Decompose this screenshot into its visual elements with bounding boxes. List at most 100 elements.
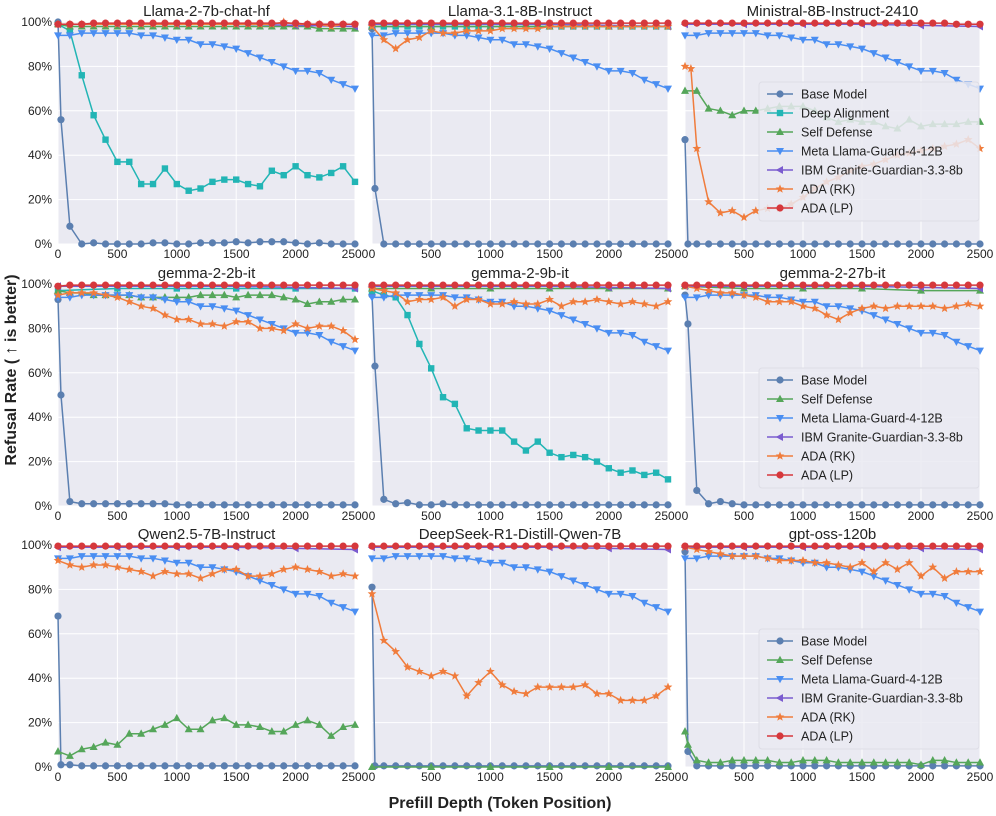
data-point (438, 28, 448, 37)
data-point (462, 26, 472, 35)
data-point (244, 50, 253, 58)
data-point (628, 501, 637, 509)
data-point (303, 67, 312, 76)
series-meta-llama-guard-4-12b (368, 553, 672, 616)
data-point (279, 293, 288, 301)
series-ada-rk (53, 555, 360, 583)
data-point (148, 571, 158, 580)
data-point (775, 19, 784, 27)
data-point (160, 34, 169, 42)
data-point (314, 567, 324, 576)
data-point (291, 295, 300, 303)
data-point (728, 542, 736, 550)
data-point (185, 501, 193, 509)
data-point (291, 67, 300, 76)
series-line-deep-alignment (57, 287, 355, 292)
data-point (66, 222, 74, 230)
data-point (692, 555, 701, 563)
data-point (823, 281, 831, 289)
data-point (427, 762, 436, 770)
data-point (822, 756, 831, 764)
data-point (391, 553, 400, 561)
data-point (327, 281, 335, 289)
data-point (101, 762, 110, 770)
data-point (546, 19, 554, 27)
data-point (451, 501, 459, 509)
data-point (740, 501, 748, 509)
data-point (628, 332, 637, 340)
data-point (90, 542, 98, 550)
series-ada-lp (681, 19, 984, 28)
data-point (65, 288, 75, 297)
x-tick-label: 2000 (595, 247, 622, 261)
data-point (693, 486, 701, 495)
data-point (727, 206, 737, 215)
data-point (640, 762, 648, 770)
data-point (233, 176, 240, 183)
y-tick-label: 0% (35, 499, 53, 513)
data-point (905, 542, 913, 550)
data-point (928, 301, 938, 310)
data-point (53, 290, 63, 299)
data-point (704, 758, 713, 766)
data-point (786, 555, 796, 565)
data-point (209, 178, 216, 186)
panel-title: gpt-oss-120b (789, 526, 877, 543)
data-point (197, 185, 204, 192)
data-point (403, 297, 412, 306)
data-point (640, 599, 649, 608)
data-point (368, 19, 376, 27)
data-point (940, 70, 949, 78)
series-ada-lp (54, 19, 359, 28)
data-point (303, 281, 312, 289)
data-point (664, 762, 672, 770)
data-point (752, 542, 760, 550)
data-point (799, 501, 807, 509)
data-point (292, 239, 300, 247)
series-base-model (681, 136, 984, 248)
data-point (799, 542, 807, 550)
data-point (976, 542, 984, 550)
x-tick-label: 2500 (655, 509, 682, 523)
data-point (268, 238, 276, 246)
data-point (255, 54, 264, 62)
data-point (149, 281, 157, 289)
data-point (392, 240, 400, 248)
y-tick-label: 60% (28, 627, 52, 641)
data-point (846, 19, 854, 27)
data-point (439, 553, 448, 561)
data-point (929, 501, 937, 509)
data-point (161, 281, 169, 289)
data-point (415, 19, 423, 27)
data-point (605, 465, 612, 472)
data-point (616, 590, 625, 599)
data-point (315, 720, 324, 728)
data-point (208, 762, 217, 770)
panel-title: DeepSeek-R1-Distill-Qwen-7B (419, 526, 622, 543)
data-point (964, 501, 972, 509)
data-point (617, 762, 625, 770)
data-point (244, 542, 252, 550)
data-point (125, 500, 133, 508)
data-point (77, 744, 86, 753)
data-point (65, 751, 74, 759)
data-point (893, 542, 902, 550)
data-point (834, 281, 843, 289)
data-point (681, 136, 689, 144)
data-point (427, 240, 435, 248)
y-tick-label: 0% (35, 237, 53, 251)
data-point (881, 316, 890, 324)
legend-label: Deep Alignment (801, 107, 890, 121)
data-point (173, 19, 181, 27)
data-point (870, 19, 878, 27)
data-point (185, 281, 193, 289)
data-point (775, 555, 784, 565)
data-point (521, 564, 530, 572)
data-point (799, 281, 807, 289)
data-point (557, 301, 566, 310)
x-tick-label: 2500 (967, 770, 994, 784)
panel-title: Llama-3.1-8B-Instruct (448, 3, 593, 20)
data-point (172, 36, 181, 45)
panel-llama-2-7b-chat-hf: 0% 20% 40% 60% 80% 100% 0 500 1000 1500 2000 2500 Ll… (21, 3, 368, 261)
data-point (486, 501, 494, 509)
